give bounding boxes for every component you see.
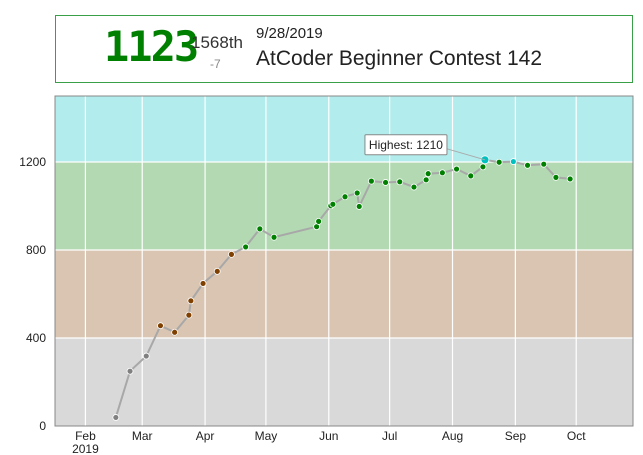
rating-point[interactable]	[187, 297, 195, 305]
rating-point[interactable]	[467, 172, 475, 180]
x-tick-label-jun: Jun	[319, 429, 338, 443]
rating-point[interactable]	[256, 225, 264, 233]
rating-point[interactable]	[142, 352, 150, 360]
rating-point[interactable]	[126, 367, 134, 375]
y-tick-label-0: 0	[39, 419, 46, 433]
rating-point[interactable]	[396, 178, 404, 186]
y-tick-label-800: 800	[26, 243, 46, 257]
rating-band-1	[55, 250, 633, 338]
plot-frame	[54, 95, 634, 427]
rating-point[interactable]	[112, 414, 120, 421]
highest-tooltip: Highest: 1210	[364, 134, 486, 161]
x-tick-label-oct: Oct	[567, 429, 586, 443]
rating-point[interactable]	[422, 176, 430, 184]
contest-name[interactable]: AtCoder Beginner Contest 142	[256, 47, 543, 70]
rating-point[interactable]	[367, 177, 375, 185]
x-tick-label-feb: Feb	[75, 429, 96, 443]
rating-point[interactable]	[479, 163, 487, 171]
rating-point[interactable]	[270, 233, 278, 241]
rating-point[interactable]	[552, 173, 560, 181]
rating-point[interactable]	[524, 161, 531, 169]
contest-date: 9/28/2019	[256, 25, 323, 42]
x-tick-label-apr: Apr	[196, 429, 215, 443]
rating-point[interactable]	[171, 328, 179, 336]
rating-point[interactable]	[242, 243, 250, 251]
rating-point[interactable]	[341, 193, 349, 201]
rating-point[interactable]	[199, 280, 207, 287]
rating-point[interactable]	[315, 217, 323, 225]
current-rating: 1123	[104, 22, 199, 71]
rating-points[interactable]	[112, 155, 574, 421]
rating-point[interactable]	[353, 189, 361, 197]
rating-point[interactable]	[213, 267, 221, 275]
rating-band-2	[55, 162, 633, 250]
rating-point[interactable]	[509, 158, 517, 165]
y-axis: 0 400 800 1200	[19, 155, 46, 433]
rating-band-0	[55, 338, 633, 426]
rating-point[interactable]	[329, 200, 337, 208]
rating-point[interactable]	[382, 179, 389, 186]
rating-delta: -7	[210, 57, 221, 71]
contest-place: 1568th	[191, 33, 243, 52]
x-tick-label-jul: Jul	[382, 429, 397, 443]
rating-point[interactable]	[410, 183, 418, 191]
rating-point[interactable]	[566, 175, 574, 183]
grid-lines	[55, 96, 633, 426]
rating-point[interactable]	[438, 169, 446, 177]
rating-bands	[55, 96, 633, 426]
rating-point[interactable]	[157, 322, 164, 330]
x-tick-label-sep: Sep	[505, 429, 527, 443]
x-tick-label-may: May	[255, 429, 278, 443]
contest-summary-card: 1123 1568th -7 9/28/2019 AtCoder Beginne…	[55, 15, 633, 83]
x-tick-label-aug: Aug	[442, 429, 463, 443]
rating-point[interactable]	[228, 250, 235, 258]
rating-band-3	[55, 96, 633, 162]
y-tick-label-400: 400	[26, 331, 46, 345]
x-tick-label-mar: Mar	[132, 429, 153, 443]
tooltip-connector	[446, 148, 486, 161]
tooltip-box	[364, 134, 448, 156]
tooltip-text: Highest: 1210	[369, 138, 443, 152]
rating-point[interactable]	[540, 160, 548, 168]
rating-point[interactable]	[355, 203, 363, 210]
rating-point[interactable]	[185, 311, 193, 319]
rating-point[interactable]	[424, 170, 432, 178]
rating-point[interactable]	[453, 165, 460, 173]
rating-point[interactable]	[495, 158, 503, 166]
x-tick-sublabel-feb: 2019	[72, 442, 99, 455]
y-tick-label-1200: 1200	[19, 155, 46, 169]
